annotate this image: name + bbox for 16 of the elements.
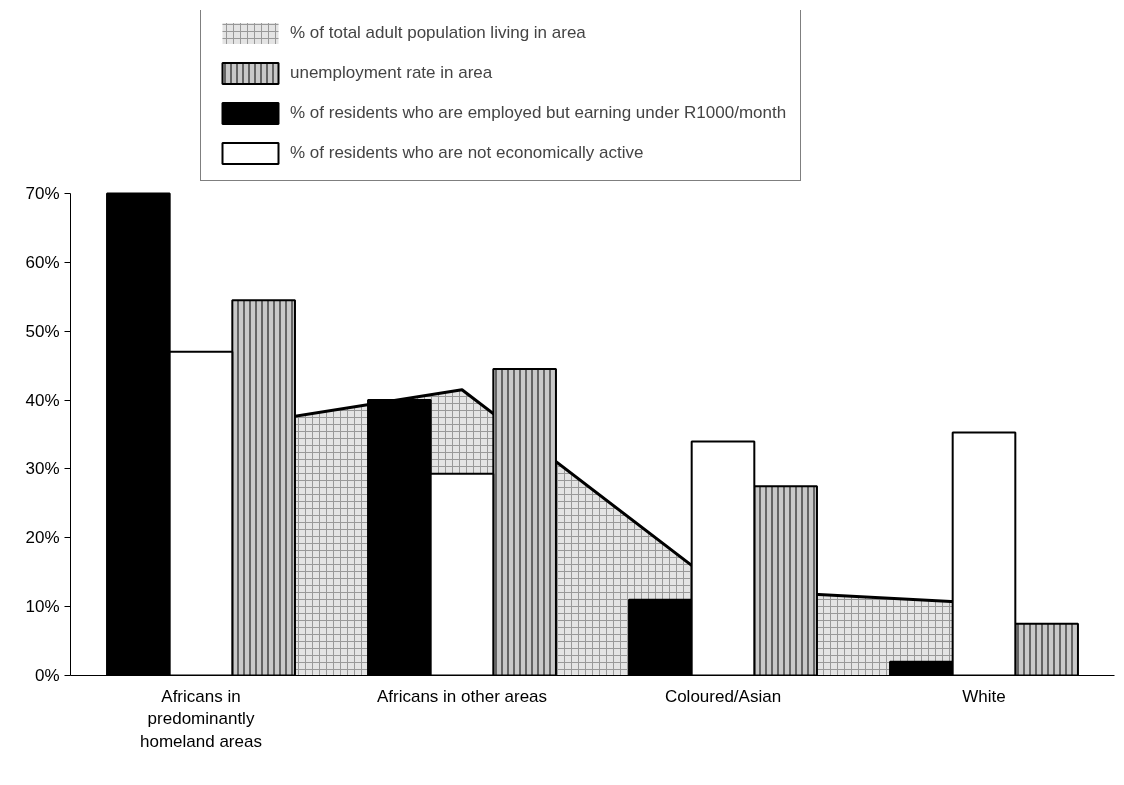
y-tick-label: 20% — [25, 528, 60, 548]
x-tick-label: Africans in other areas — [376, 686, 548, 706]
legend-label: unemployment rate in area — [290, 63, 493, 83]
y-tick-label: 60% — [25, 252, 60, 272]
x-tick-label: White — [962, 686, 1006, 706]
y-tick-label: 0% — [34, 666, 60, 685]
legend-label: % of total adult population living in area — [290, 23, 586, 43]
legend-label: % of residents who are not economically active — [290, 143, 644, 163]
y-tick-label: 70% — [25, 184, 60, 203]
legend-label: % of residents who are employed but earning under R1000/month — [290, 103, 787, 123]
y-tick-label: 40% — [25, 390, 60, 410]
x-tick-label: Africans in predominantly homeland areas — [140, 686, 262, 752]
y-tick-label: 10% — [25, 597, 60, 617]
x-tick-label: Coloured/Asian — [664, 686, 782, 706]
y-tick-label: 30% — [25, 459, 60, 479]
y-tick-label: 50% — [25, 321, 60, 341]
